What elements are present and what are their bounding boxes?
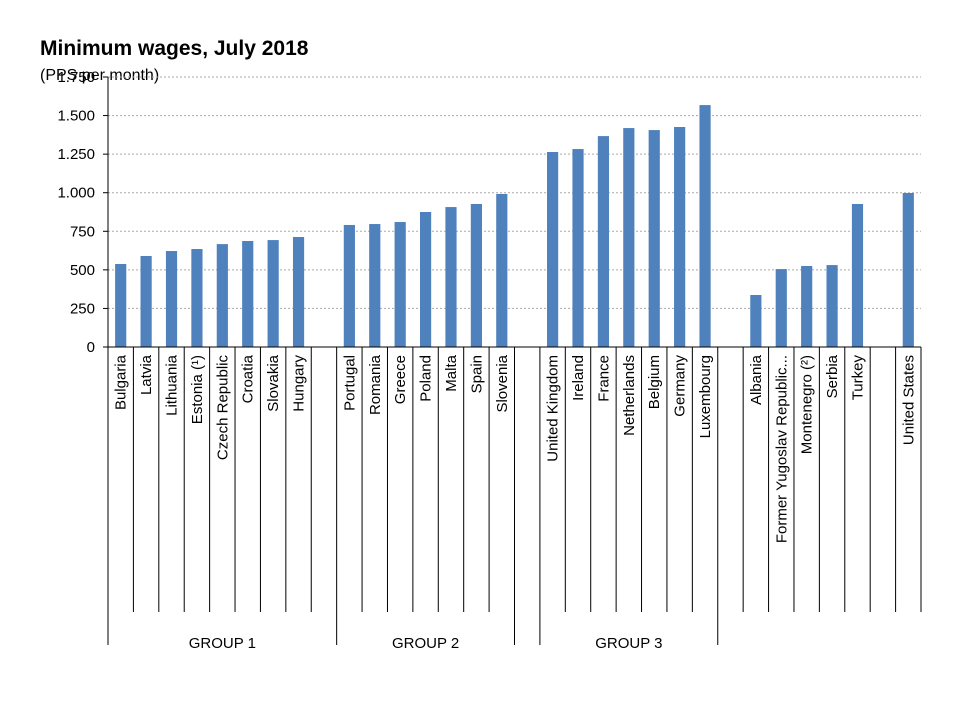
bar — [267, 240, 279, 347]
x-tick-label: Lithuania — [164, 354, 181, 416]
x-tick-label: Turkey — [849, 355, 866, 401]
x-tick-label: Germany — [672, 355, 689, 417]
bar — [216, 244, 228, 347]
bar — [115, 263, 127, 347]
bar — [140, 255, 152, 347]
y-tick-label: 1.500 — [57, 108, 95, 125]
y-tick-label: 1.000 — [57, 185, 95, 202]
x-tick-label: Croatia — [240, 354, 257, 403]
x-tick-label: Belgium — [646, 355, 663, 409]
bar — [242, 241, 254, 347]
x-tick-label: Greece — [392, 355, 409, 404]
y-tick-label: 0 — [87, 339, 95, 356]
bar — [496, 193, 508, 347]
x-tick-label: France — [595, 355, 612, 402]
y-tick-label: 500 — [70, 262, 95, 279]
x-tick-label: Luxembourg — [697, 355, 714, 438]
bar — [699, 105, 711, 347]
bar — [750, 295, 762, 347]
x-tick-label: Malta — [443, 354, 460, 391]
group-label: GROUP 3 — [595, 635, 662, 652]
bar — [775, 269, 787, 347]
y-tick-label: 750 — [70, 223, 95, 240]
bar — [445, 207, 457, 347]
bar — [674, 126, 686, 347]
x-tick-label: Serbia — [824, 354, 841, 398]
bar — [572, 149, 584, 347]
y-tick-label: 1.750 — [57, 69, 95, 86]
bar — [648, 130, 660, 347]
x-tick-label: Ireland — [570, 355, 587, 401]
bar — [801, 266, 813, 347]
bar — [623, 128, 635, 347]
bar — [419, 212, 432, 347]
y-tick-label: 1.250 — [57, 146, 95, 163]
chart-subtitle: (PPS per month) — [40, 67, 159, 84]
x-tick-label: Portugal — [341, 355, 358, 411]
bar — [292, 236, 305, 347]
group-label: GROUP 2 — [392, 635, 459, 652]
x-tick-label: Hungary — [291, 355, 308, 412]
bar — [826, 265, 838, 347]
x-tick-label: Netherlands — [621, 355, 638, 436]
x-tick-label: Slovakia — [265, 354, 282, 411]
bar — [369, 224, 381, 347]
x-tick-label: United Kingdom — [545, 355, 562, 462]
x-tick-label: Bulgaria — [113, 354, 130, 410]
x-tick-label: Estonia (¹) — [189, 355, 206, 424]
x-tick-label: Albania — [748, 354, 765, 405]
x-tick-label: Romania — [367, 354, 384, 415]
y-tick-label: 250 — [70, 300, 95, 317]
bar — [191, 249, 203, 347]
chart-title: Minimum wages, July 2018 — [40, 37, 309, 60]
x-tick-label: Former Yugoslav Republic... — [773, 355, 790, 543]
bar — [165, 251, 178, 347]
x-tick-label: Latvia — [138, 354, 155, 395]
x-tick-label: Montenegro (²) — [799, 355, 816, 454]
bar — [547, 151, 559, 347]
bar — [343, 224, 355, 347]
x-tick-label: Slovenia — [494, 354, 511, 412]
x-tick-label: United States — [900, 355, 917, 445]
bar — [851, 203, 864, 347]
bar — [394, 222, 406, 347]
group-label: GROUP 1 — [189, 635, 256, 652]
bar — [902, 193, 914, 347]
bar — [470, 203, 482, 347]
x-tick-label: Poland — [418, 355, 435, 402]
x-tick-label: Czech Republic — [214, 355, 231, 461]
x-tick-label: Spain — [468, 355, 485, 393]
bar — [597, 136, 610, 347]
